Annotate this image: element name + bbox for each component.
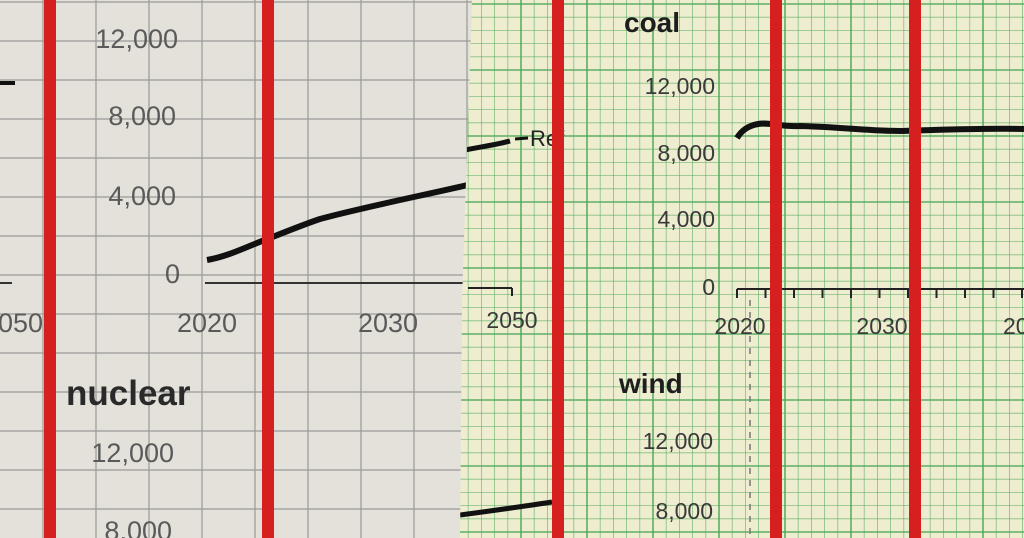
y-tick-label: 0 bbox=[165, 259, 180, 289]
y-tick-label: 8,000 bbox=[655, 498, 713, 524]
y-tick-label: 4,000 bbox=[657, 206, 715, 232]
y-tick-label: 12,000 bbox=[95, 24, 178, 54]
x-tick-label: 2030 bbox=[358, 308, 418, 338]
y-tick-label: 12,000 bbox=[91, 438, 174, 468]
red-stripes bbox=[44, 0, 921, 538]
red-stripe bbox=[909, 0, 921, 538]
y-tick-label: 8,000 bbox=[108, 101, 176, 131]
grid-gray bbox=[0, 0, 472, 538]
chart-title: coal bbox=[624, 7, 680, 38]
curve bbox=[206, 181, 472, 263]
red-stripe bbox=[552, 0, 564, 538]
red-stripe bbox=[44, 0, 56, 538]
x-tick-label: 2020 bbox=[177, 308, 237, 338]
x-tick-label: 2030 bbox=[856, 313, 907, 339]
x-tick-label: 2050 bbox=[486, 307, 537, 333]
paper-yellow bbox=[460, 0, 1024, 538]
curve bbox=[464, 138, 511, 153]
y-tick-label: 12,000 bbox=[643, 428, 713, 454]
y-tick-label: 0 bbox=[702, 274, 715, 300]
right-paper: Ref 2050 coal 12,000 8,000 4,000 0 2020 … bbox=[460, 0, 1024, 538]
curve bbox=[460, 499, 553, 518]
y-tick-label: 4,000 bbox=[108, 181, 176, 211]
red-stripe bbox=[262, 0, 274, 538]
chart-title: nuclear bbox=[66, 374, 191, 413]
x-tick-label: 2020 bbox=[714, 313, 765, 339]
y-tick-label: 8,000 bbox=[104, 516, 172, 538]
curve bbox=[734, 120, 1024, 140]
red-stripe bbox=[770, 0, 782, 538]
paper-gray bbox=[0, 0, 472, 538]
grid-green bbox=[460, 0, 1024, 538]
y-tick-label: 8,000 bbox=[657, 140, 715, 166]
left-paper: 050 12,000 8,000 4,000 0 2020 2030 nucle… bbox=[0, 0, 472, 538]
y-tick-label: 12,000 bbox=[645, 73, 715, 99]
x-axis bbox=[736, 288, 1024, 298]
label-leader bbox=[514, 136, 529, 141]
chart-title: wind bbox=[618, 368, 683, 399]
x-tick-label: 050 bbox=[0, 308, 43, 338]
x-tick-label: 20 bbox=[1003, 313, 1024, 339]
